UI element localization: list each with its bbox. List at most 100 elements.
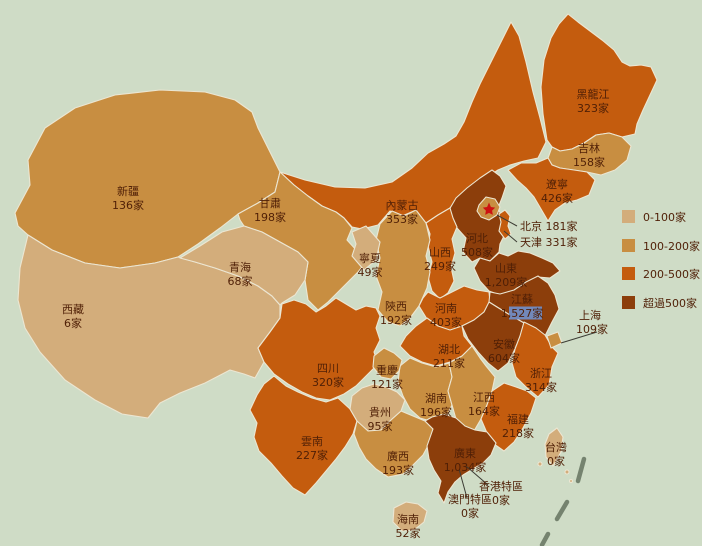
region-guizhou-shape (349, 383, 406, 432)
region-anhui-value: 604家 (488, 351, 520, 365)
region-heilongjiang-value: 323家 (577, 101, 609, 115)
region-jilin-value: 158家 (573, 155, 605, 169)
region-henan-label: 河南 (435, 302, 457, 315)
legend-swatch-0-100 (622, 210, 635, 223)
region-xizang-value: 6家 (64, 316, 82, 330)
legend-label-100-200: 100-200家 (643, 239, 700, 253)
legend-swatch-over-500 (622, 296, 635, 309)
hongkong-callout-value: 0家 (492, 493, 510, 507)
region-hebei-label: 河北 (466, 232, 488, 245)
region-shandong-label: 山東 (495, 262, 517, 275)
shanghai-callout-value: 109家 (576, 322, 608, 336)
region-gansu-label: 甘肅 (259, 197, 281, 210)
region-chongqing-label: 重慶 (376, 363, 398, 377)
region-heilongjiang-shape (540, 13, 658, 152)
region-xinjiang-label: 新疆 (117, 184, 139, 198)
region-qinghai-shape (179, 225, 309, 306)
shanghai-callout-label: 上海 (579, 308, 601, 322)
region-yunnan-value: 227家 (296, 448, 328, 462)
region-hunan-label: 湖南 (425, 392, 447, 405)
region-neimenggu-label: 內蒙古 (386, 199, 419, 212)
region-shaanxi-label: 陝西 (385, 300, 407, 313)
region-ningxia-shape (351, 225, 381, 271)
region-zhejiang-value: 314家 (525, 380, 557, 394)
region-neimenggu-value: 353家 (386, 212, 418, 226)
region-liaoning-shape (507, 157, 596, 222)
region-fujian-value: 218家 (502, 426, 534, 440)
jiangsu-value-selection-highlight (509, 306, 542, 320)
region-guizhou-value: 95家 (368, 419, 393, 433)
region-zhejiang-label: 浙江 (530, 367, 552, 380)
region-hubei-value: 211家 (433, 356, 465, 370)
region-shandong-value: 1,209家 (485, 275, 528, 289)
legend-label-200-500: 200-500家 (643, 267, 700, 281)
region-jiangxi-label: 江西 (473, 391, 495, 404)
region-hainan-shape (392, 501, 428, 532)
region-fujian-label: 福建 (507, 412, 529, 426)
region-zhejiang-shape (511, 321, 559, 398)
region-guangdong-shape (424, 413, 497, 504)
region-shanxi-value: 249家 (424, 259, 456, 273)
region-gansu-value: 198家 (254, 210, 286, 224)
small-island (564, 469, 570, 475)
region-heilongjiang-label: 黑龍江 (577, 87, 610, 101)
region-guangxi-label: 廣西 (387, 449, 409, 463)
jiangsu-value-prefix: 1, (501, 307, 512, 320)
hongkong-leader-line (465, 465, 489, 486)
region-fujian-shape (480, 382, 537, 452)
region-hainan-label: 海南 (397, 512, 419, 526)
beijing-leader-line (496, 214, 518, 227)
macau-leader-line (458, 468, 468, 499)
small-island (537, 461, 543, 467)
region-shanxi-label: 山西 (429, 246, 451, 259)
region-anhui-label: 安徽 (493, 337, 515, 351)
region-sichuan-label: 四川 (317, 362, 339, 375)
region-hainan-value: 52家 (396, 526, 421, 540)
region-qinghai-value: 68家 (228, 274, 253, 288)
shanghai-leader-line (560, 331, 598, 344)
region-taiwan-value: 0家 (547, 454, 565, 468)
tianjin-leader-line (503, 230, 518, 243)
beijing-capital-star-icon (482, 202, 496, 215)
region-sichuan-value: 320家 (312, 375, 344, 389)
region-shaanxi-value: 192家 (380, 313, 412, 327)
region-ningxia-label: 寧夏 (359, 251, 381, 265)
tianjin-callout-label: 天津 331家 (520, 235, 578, 249)
macau-callout-label: 澳門特區 (448, 492, 492, 506)
region-guangdong-label: 廣東 (454, 446, 476, 460)
jiangsu-value-highlighted: 527家 (511, 306, 543, 320)
dashed-boundary-segment (539, 531, 551, 546)
region-guizhou-label: 貴州 (369, 405, 391, 419)
region-neimenggu-shape (279, 21, 547, 230)
region-jiangsu-label: 江蘇 (511, 293, 533, 306)
hongkong-callout-label: 香港特區 (479, 479, 523, 493)
region-qinghai-label: 青海 (229, 260, 251, 274)
region-ningxia-value: 49家 (358, 265, 383, 279)
region-liaoning-label: 遼寧 (546, 177, 568, 191)
region-taiwan-label: 台灣 (545, 440, 567, 454)
region-jilin-label: 吉林 (578, 141, 600, 155)
small-island (568, 478, 574, 484)
region-jiangxi-value: 164家 (468, 404, 500, 418)
legend-label-0-100: 0-100家 (643, 210, 686, 224)
macau-dot (457, 466, 461, 470)
region-hubei-label: 湖北 (438, 343, 460, 356)
region-hubei-shape (399, 317, 473, 367)
region-chongqing-value: 121家 (371, 377, 403, 391)
region-henan-value: 403家 (430, 315, 462, 329)
region-hebei-value: 508家 (461, 245, 493, 259)
region-liaoning-value: 426家 (541, 191, 573, 205)
legend-label-over-500: 超過500家 (643, 296, 697, 310)
region-xizang-label: 西藏 (62, 303, 84, 316)
hongkong-dot (465, 463, 469, 467)
region-guangxi-value: 193家 (382, 463, 414, 477)
region-shanxi-shape (425, 207, 458, 300)
beijing-callout-label: 北京 181家 (520, 219, 578, 233)
dashed-boundary-segment (554, 499, 570, 522)
region-yunnan-label: 雲南 (301, 435, 323, 448)
region-chongqing-shape (372, 347, 403, 380)
dashed-boundary-segment (575, 456, 587, 484)
macau-callout-value: 0家 (461, 506, 479, 520)
